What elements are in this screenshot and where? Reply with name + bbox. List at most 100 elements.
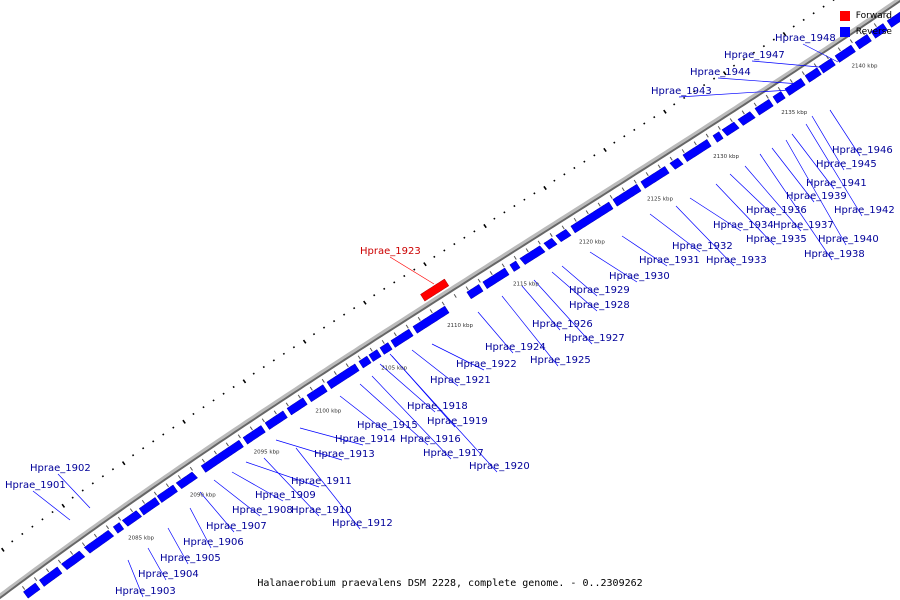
gene-label[interactable]: Hprae_1911: [291, 476, 352, 487]
gene-label[interactable]: Hprae_1932: [672, 241, 733, 252]
reverse-gene-block: [543, 237, 558, 250]
scale-tick: [237, 434, 241, 439]
gene-label[interactable]: Hprae_1934: [713, 220, 774, 231]
gene-label[interactable]: Hprae_1919: [427, 416, 488, 427]
scale-tick: [573, 217, 577, 222]
gene-label[interactable]: Hprae_1910: [291, 505, 352, 516]
gene-label[interactable]: Hprae_1948: [775, 33, 836, 44]
backbone-dot: [232, 385, 235, 389]
reverse-gene-block: [38, 566, 63, 587]
leader-line: [589, 251, 638, 283]
gene-label[interactable]: Hprae_1915: [357, 420, 418, 431]
gene-label[interactable]: Hprae_1920: [469, 461, 530, 472]
scale-tick: [861, 31, 865, 36]
gene-label[interactable]: Hprae_1939: [786, 191, 847, 202]
scale-tick: [93, 533, 98, 538]
reverse-gene-block: [854, 33, 872, 50]
scale-tick: [837, 47, 841, 52]
gene-label[interactable]: Hprae_1946: [832, 145, 893, 156]
gene-label[interactable]: Hprae_1938: [804, 249, 865, 260]
scale-tick: [33, 577, 38, 581]
leader-line: [389, 256, 435, 285]
scale-tick: [153, 491, 157, 496]
gene-label[interactable]: Hprae_1944: [690, 67, 751, 78]
backbone-dot: [393, 281, 396, 284]
backbone-dot: [673, 103, 676, 106]
backbone-dot: [162, 433, 165, 436]
leader-line: [147, 547, 167, 581]
gene-label[interactable]: Hprae_1929: [569, 285, 630, 296]
gene-label[interactable]: Hprae_1937: [773, 220, 834, 231]
scale-tick: [789, 79, 793, 83]
scale-tick: [249, 426, 253, 431]
scale-tick: [465, 286, 469, 291]
gene-label[interactable]: Hprae_1901: [5, 480, 66, 491]
scale-tick: [129, 508, 134, 513]
leader-line: [189, 507, 212, 549]
reverse-gene-block: [200, 439, 244, 473]
gene-label[interactable]: Hprae_1928: [569, 300, 630, 311]
backbone-dot: [21, 532, 24, 536]
gene-label[interactable]: Hprae_1933: [706, 255, 767, 266]
gene-label[interactable]: Hprae_1907: [206, 521, 267, 532]
reverse-gene-block: [482, 267, 510, 290]
gene-label[interactable]: Hprae_1921: [430, 375, 491, 386]
gene-label[interactable]: Hprae_1925: [530, 355, 591, 366]
backbone-dot: [202, 406, 205, 409]
backbone-dot: [772, 38, 775, 41]
gene-label[interactable]: Hprae_1904: [138, 569, 199, 580]
gene-label[interactable]: Hprae_1903: [115, 586, 176, 597]
gene-label[interactable]: Hprae_1930: [609, 271, 670, 282]
backbone-dot: [792, 25, 795, 28]
scale-tick: [393, 332, 397, 337]
scale-tick: [141, 499, 145, 504]
gene-label[interactable]: Hprae_1924: [485, 342, 546, 353]
leader-line: [431, 343, 485, 371]
gene-label[interactable]: Hprae_1940: [818, 234, 879, 245]
gene-label[interactable]: Hprae_1912: [332, 518, 393, 529]
gene-label[interactable]: Hprae_1927: [564, 333, 625, 344]
gene-label[interactable]: Hprae_1942: [834, 205, 895, 216]
gene-label[interactable]: Hprae_1917: [423, 448, 484, 459]
gene-label[interactable]: Hprae_1909: [255, 490, 316, 501]
gene-label[interactable]: Hprae_1922: [456, 359, 517, 370]
gene-label[interactable]: Hprae_1947: [724, 50, 785, 61]
scale-labels: 2085 kbp 2090 kbp 2095 kbp 2100 kbp 2105 kbp…: [128, 64, 878, 542]
scale-tick: [105, 525, 110, 530]
gene-label[interactable]: Hprae_1935: [746, 234, 807, 245]
reverse-gene-block: [682, 139, 712, 162]
backbone-dot: [822, 5, 825, 8]
reverse-gene-block: [390, 328, 414, 348]
gene-label[interactable]: Hprae_1913: [314, 449, 375, 460]
backbone-dot: [41, 518, 44, 521]
leader-line: [477, 311, 514, 354]
leader-line: [57, 473, 91, 509]
scale-tick: [381, 340, 385, 344]
backbone-dot: [252, 372, 255, 375]
gene-label[interactable]: Hprae_1923: [360, 246, 421, 257]
gene-label[interactable]: Hprae_1941: [806, 178, 867, 189]
backbone-dot: [613, 141, 616, 144]
gene-label[interactable]: Hprae_1931: [639, 255, 700, 266]
gene-label[interactable]: Hprae_1936: [746, 205, 807, 216]
backbone-dot: [812, 12, 815, 15]
map-caption: Halanaerobium praevalens DSM 2228, compl…: [257, 578, 643, 589]
scale-label: 2095 kbp: [254, 449, 280, 455]
scale-label: 2085 kbp: [128, 535, 154, 541]
gene-label[interactable]: Hprae_1902: [30, 463, 91, 474]
gene-label[interactable]: Hprae_1926: [532, 319, 593, 330]
reverse-gene-block: [242, 425, 266, 445]
gene-label[interactable]: Hprae_1943: [651, 86, 712, 97]
gene-label[interactable]: Hprae_1918: [407, 401, 468, 412]
backbone-dot: [91, 482, 94, 485]
scale-tick: [69, 550, 74, 555]
gene-label[interactable]: Hprae_1906: [183, 537, 244, 548]
gene-label[interactable]: Hprae_1905: [160, 553, 221, 564]
backbone-dot: [752, 51, 756, 54]
gene-label[interactable]: Hprae_1945: [816, 159, 877, 170]
scale-tick: [885, 15, 889, 19]
gene-label[interactable]: Hprae_1914: [335, 434, 396, 445]
gene-label[interactable]: Hprae_1908: [232, 505, 293, 516]
gene-label[interactable]: Hprae_1916: [400, 434, 461, 445]
